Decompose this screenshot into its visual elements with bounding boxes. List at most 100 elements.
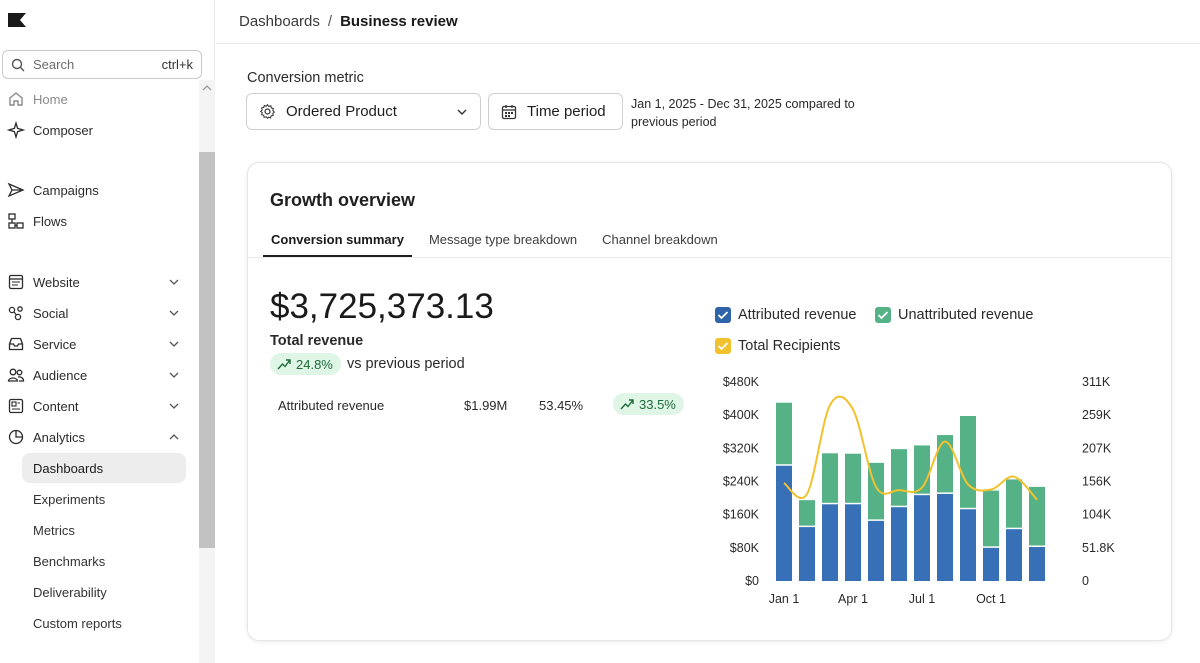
conversion-metric-select[interactable]: Ordered Product xyxy=(246,93,481,130)
bar-unattributed-revenue xyxy=(960,415,976,508)
bar-unattributed-revenue xyxy=(845,453,861,503)
y-left-tick-label: $80K xyxy=(730,541,760,555)
y-left-tick-label: $160K xyxy=(723,508,760,522)
total-revenue-value: $3,725,373.13 xyxy=(270,287,494,326)
bar-unattributed-revenue xyxy=(776,402,792,465)
attributed-share: 53.45% xyxy=(539,398,584,413)
bar-attributed-revenue xyxy=(914,495,930,581)
sparkle-icon xyxy=(7,121,25,139)
trend-up-icon xyxy=(620,399,634,410)
y-left-tick-label: $240K xyxy=(723,475,760,489)
sidebar-item-flows[interactable]: Flows xyxy=(0,206,190,236)
sidebar: Search ctrl+k Home Composer Campaigns Fl… xyxy=(0,0,215,663)
sidebar-item-label: Campaigns xyxy=(33,182,99,198)
sidebar-item-composer[interactable]: Composer xyxy=(0,115,190,145)
chevron-down-icon xyxy=(169,372,179,378)
vs-previous-text: vs previous period xyxy=(347,356,465,372)
revenue-change-badge: 24.8% xyxy=(270,353,341,375)
checkbox-checked-icon xyxy=(715,338,731,354)
y-right-tick-label: 207K xyxy=(1082,441,1112,455)
legend-item-unattributed[interactable]: Unattributed revenue xyxy=(875,307,1033,323)
legend-label: Attributed revenue xyxy=(738,307,857,323)
conversion-metric-value: Ordered Product xyxy=(286,103,397,120)
y-left-tick-label: $400K xyxy=(723,408,760,422)
bar-attributed-revenue xyxy=(799,527,815,581)
breadcrumb-separator: / xyxy=(327,13,333,30)
sidebar-item-label: Content xyxy=(33,398,79,414)
flows-icon xyxy=(8,213,24,229)
social-icon xyxy=(8,306,23,321)
page-title: Business review xyxy=(340,13,458,30)
sidebar-item-analytics[interactable]: Analytics xyxy=(0,422,190,452)
card-tabs: Conversion summary Message type breakdow… xyxy=(263,229,735,257)
sidebar-subitem-deliverability[interactable]: Deliverability xyxy=(33,584,107,600)
sidebar-item-service[interactable]: Service xyxy=(0,329,190,359)
bar-attributed-revenue xyxy=(891,507,907,581)
sidebar-item-home[interactable]: Home xyxy=(0,84,190,114)
y-left-tick-label: $0 xyxy=(745,574,759,588)
tab-channel-breakdown[interactable]: Channel breakdown xyxy=(602,232,718,247)
period-line-1: Jan 1, 2025 - Dec 31, 2025 compared to xyxy=(631,97,855,111)
sidebar-subitem-experiments[interactable]: Experiments xyxy=(33,491,106,507)
chevron-down-icon xyxy=(169,310,179,316)
y-left-tick-label: $320K xyxy=(723,441,760,455)
sidebar-item-audience[interactable]: Audience xyxy=(0,360,190,390)
sidebar-item-content[interactable]: Content xyxy=(0,391,190,421)
line-total-recipients xyxy=(783,395,1038,501)
legend-label: Unattributed revenue xyxy=(898,307,1034,323)
sidebar-subitem-metrics[interactable]: Metrics xyxy=(33,522,75,538)
trend-up-icon xyxy=(277,359,291,370)
search-input[interactable]: Search ctrl+k xyxy=(2,50,202,79)
sidebar-item-website[interactable]: Website xyxy=(0,267,190,297)
revenue-chart: $480K $400K $320K $240K $160K $80K $0 311K 259K 2… xyxy=(723,375,1115,606)
revenue-change-value: 24.8% xyxy=(296,356,333,372)
attributed-revenue-row: Attributed revenue $1.99M 53.45% xyxy=(278,398,698,422)
attributed-change-badge: 33.5% xyxy=(613,393,684,415)
time-period-button[interactable]: Time period xyxy=(488,93,623,130)
bar-unattributed-revenue xyxy=(891,449,907,506)
time-period-label: Time period xyxy=(527,103,606,120)
sidebar-item-campaigns[interactable]: Campaigns xyxy=(0,175,190,205)
checkbox-checked-icon xyxy=(715,307,731,323)
bar-unattributed-revenue xyxy=(1006,479,1022,528)
scroll-up-arrow-icon[interactable] xyxy=(201,83,213,93)
sidebar-item-label: Flows xyxy=(33,213,67,229)
bar-unattributed-revenue xyxy=(983,490,999,547)
tab-conversion-summary[interactable]: Conversion summary xyxy=(263,229,412,257)
chevron-down-icon xyxy=(169,403,179,409)
sidebar-item-label: Composer xyxy=(33,122,93,138)
bar-attributed-revenue xyxy=(822,504,838,581)
gear-icon xyxy=(259,103,276,120)
card-title: Growth overview xyxy=(270,190,416,210)
chevron-down-icon xyxy=(169,341,179,347)
send-icon xyxy=(7,182,25,198)
search-placeholder: Search xyxy=(33,57,75,72)
chevron-down-icon xyxy=(457,109,467,115)
inbox-icon xyxy=(8,337,24,351)
sidebar-nav: Home Composer Campaigns Flows Website xyxy=(0,84,215,663)
sidebar-subitem-custom-reports[interactable]: Custom reports xyxy=(33,615,122,631)
sidebar-scrollbar-thumb[interactable] xyxy=(199,152,215,548)
attributed-label: Attributed revenue xyxy=(278,398,385,413)
x-tick-label: Jan 1 xyxy=(769,592,800,606)
bar-unattributed-revenue xyxy=(822,453,838,503)
search-shortcut: ctrl+k xyxy=(161,57,193,72)
legend-item-attributed[interactable]: Attributed revenue xyxy=(715,307,857,323)
sidebar-subitem-dashboards[interactable]: Dashboards xyxy=(22,453,186,483)
sidebar-subitem-benchmarks[interactable]: Benchmarks xyxy=(33,553,106,569)
legend-label: Total Recipients xyxy=(738,338,841,354)
breadcrumb-dashboards-link[interactable]: Dashboards xyxy=(239,13,320,30)
x-tick-label: Jul 1 xyxy=(909,592,935,606)
analytics-icon xyxy=(8,429,24,445)
sidebar-item-social[interactable]: Social xyxy=(0,298,190,328)
tab-message-type-breakdown[interactable]: Message type breakdown xyxy=(428,232,578,247)
x-tick-label: Oct 1 xyxy=(976,592,1006,606)
bar-attributed-revenue xyxy=(776,465,792,581)
sidebar-item-label: Home xyxy=(33,91,68,107)
legend-item-recipients[interactable]: Total Recipients xyxy=(715,338,840,354)
y-right-tick-label: 104K xyxy=(1082,508,1112,522)
x-tick-label: Apr 1 xyxy=(838,592,868,606)
y-left-tick-label: $480K xyxy=(723,375,760,389)
brand-logo-icon[interactable] xyxy=(7,12,27,28)
